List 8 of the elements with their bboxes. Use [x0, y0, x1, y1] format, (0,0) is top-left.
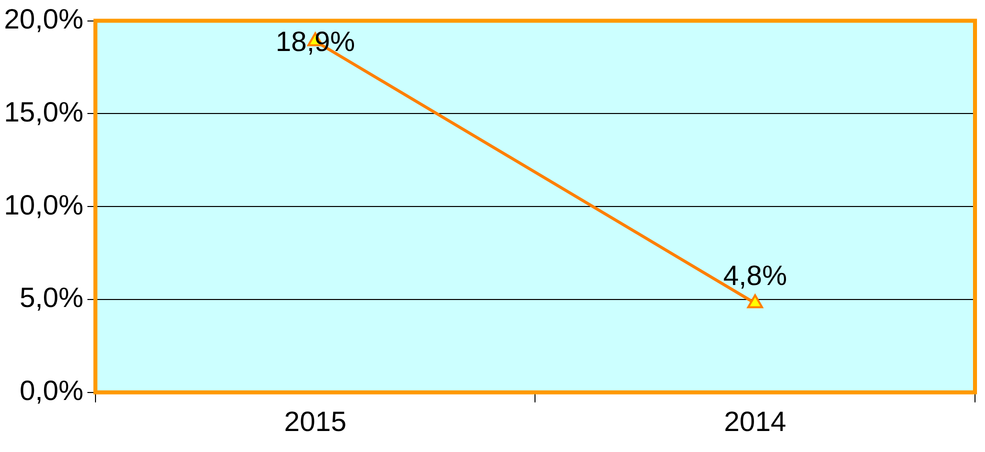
y-tick-label: 5,0% — [20, 282, 84, 314]
y-tick-label: 10,0% — [4, 189, 84, 220]
y-tick-label: 15,0% — [4, 96, 84, 128]
data-label: 4,8% — [723, 260, 788, 291]
y-tick-label: 0,0% — [20, 375, 84, 406]
x-tick-label: 2014 — [724, 406, 786, 437]
x-tick-label: 2015 — [284, 406, 346, 437]
y-tick-label: 20,0% — [4, 4, 84, 35]
